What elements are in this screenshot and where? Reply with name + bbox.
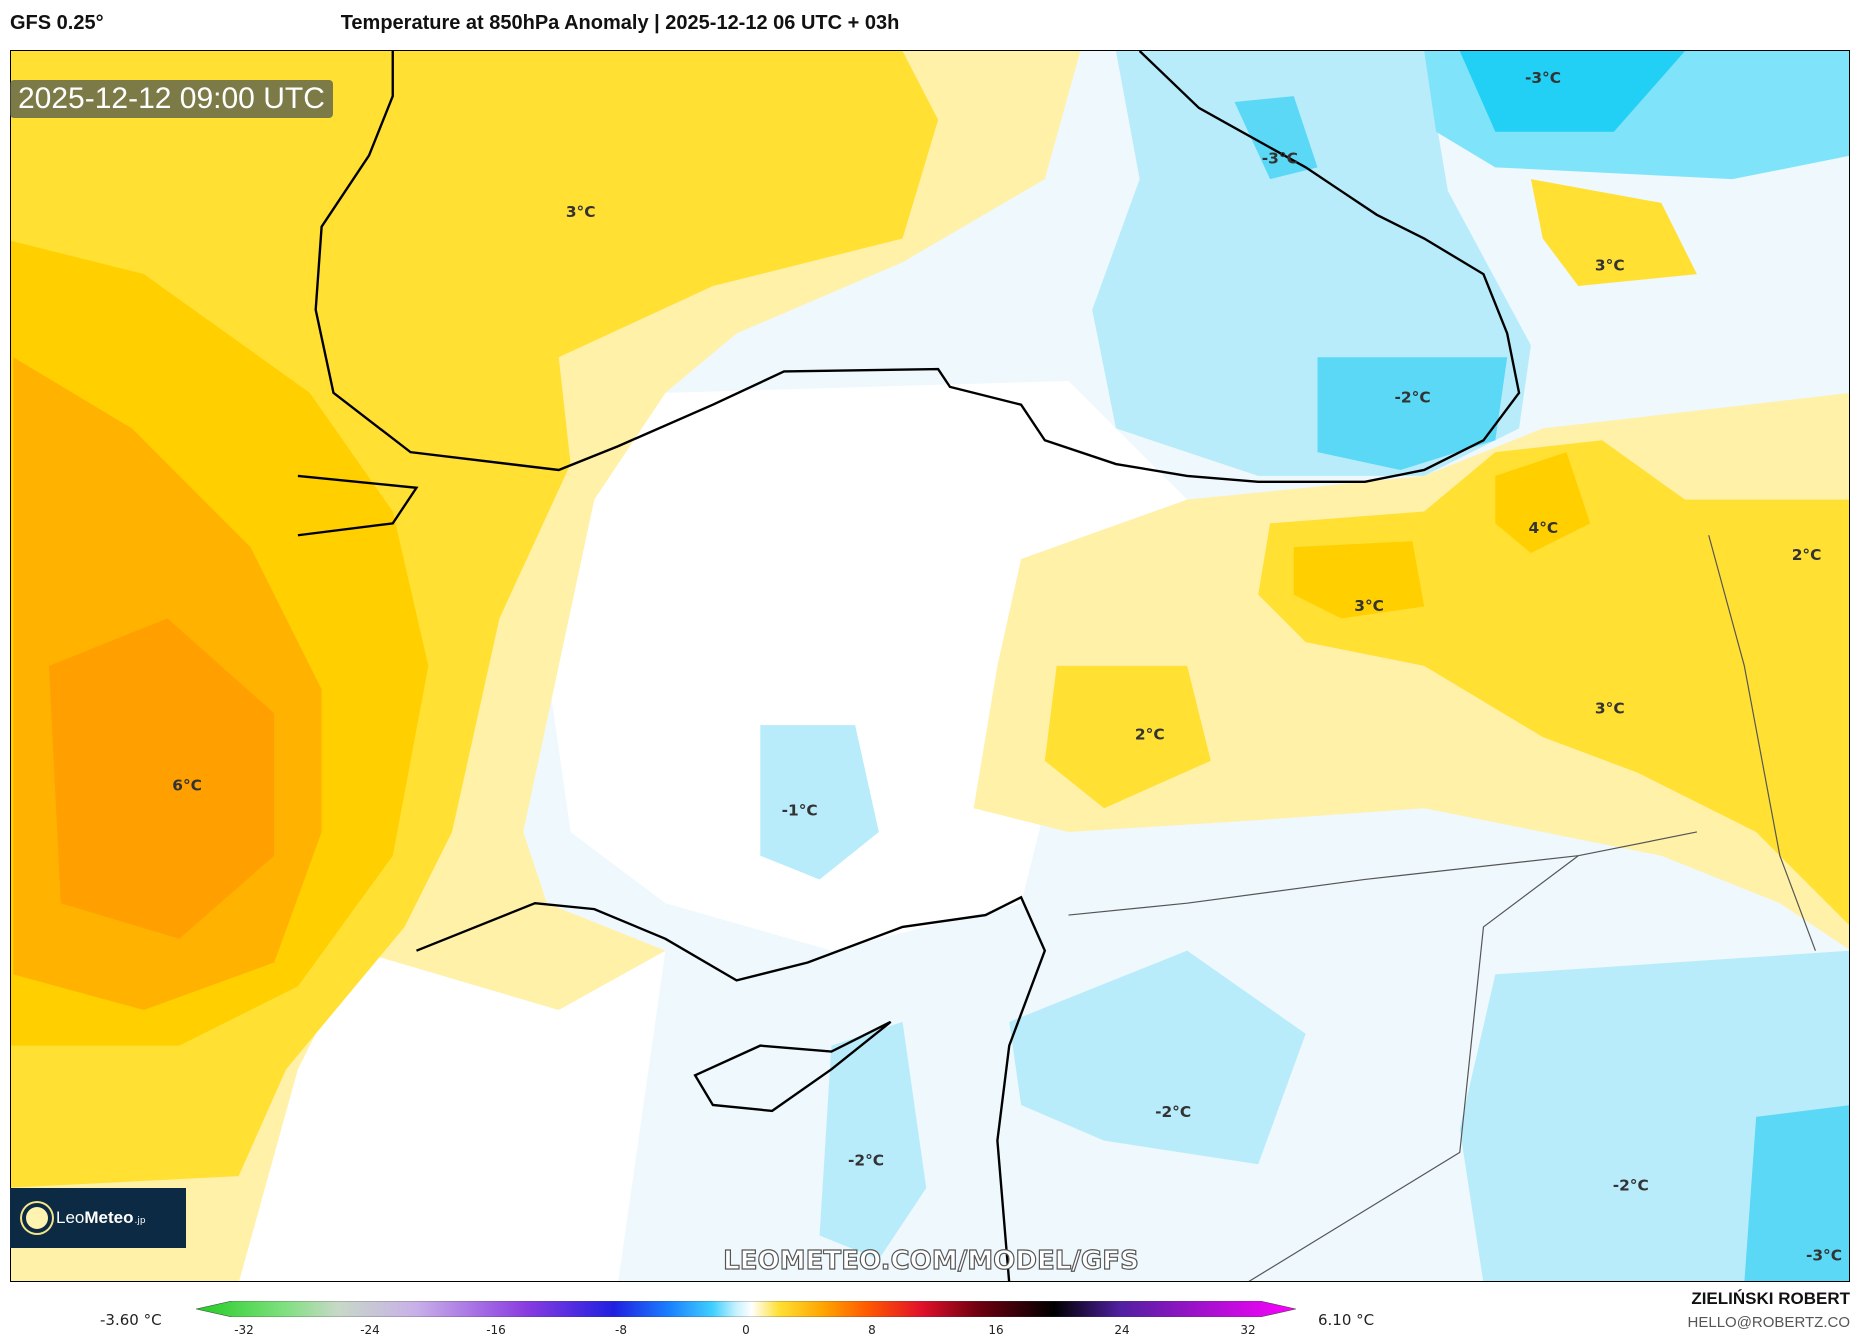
author-name: ZIELIŃSKI ROBERT: [1691, 1289, 1850, 1308]
map-panel[interactable]: 3°C -3°C -3°C 3°C -2°C 4°C 2°C 3°C 3°C 2…: [10, 50, 1850, 1282]
contour-label: 3°C: [1595, 257, 1625, 275]
colorbar-tick: -32: [234, 1323, 254, 1337]
zone-cool-cyprus: [819, 1021, 927, 1260]
contour-label: -2°C: [1613, 1176, 1649, 1194]
colorbar-tick: 16: [988, 1323, 1004, 1337]
zone-cool-syria: [1009, 950, 1306, 1165]
logo-text-meteo: Meteo: [84, 1208, 134, 1227]
zone-warm-4: [48, 618, 275, 939]
colorbar-tick: 32: [1240, 1323, 1256, 1337]
zone-cool-central: [760, 725, 879, 880]
contour-label: -2°C: [848, 1151, 884, 1169]
contour-label: 3°C: [566, 203, 596, 221]
colorbar-tick: -24: [360, 1323, 380, 1337]
contour-labels: 3°C -3°C -3°C 3°C -2°C 4°C 2°C 3°C 3°C 2…: [172, 69, 1842, 1264]
sun-icon: [26, 1207, 48, 1229]
zone-caucasus-warm: [1530, 179, 1697, 287]
contour-label: -1°C: [782, 801, 818, 819]
min-value-label: -3.60 °C: [100, 1311, 162, 1329]
contour-label: 4°C: [1529, 519, 1559, 537]
valid-time-badge: 2025-12-12 09:00 UTC: [10, 80, 333, 118]
zone-cool-iraq-2: [1744, 1105, 1849, 1281]
contour-label: -3°C: [1262, 150, 1298, 168]
colorbar-tick: 8: [868, 1323, 876, 1337]
contour-label: -2°C: [1155, 1103, 1191, 1121]
colorbar-tick: -8: [615, 1323, 627, 1337]
zone-east-warm-2: [1293, 541, 1425, 619]
colorbar-tick: -16: [486, 1323, 506, 1337]
contour-label: 2°C: [1792, 546, 1822, 564]
zone-central-warm: [1044, 665, 1211, 809]
model-name: GFS 0.25°: [10, 12, 104, 34]
zone-cool-2: [1317, 357, 1508, 470]
colorbar-tick: 24: [1114, 1323, 1130, 1337]
zone-cool-3: [1234, 96, 1318, 180]
author-email[interactable]: HELLO@ROBERTZ.CO: [1687, 1314, 1850, 1331]
colorbar: [196, 1301, 1296, 1317]
watermark: LEOMETEO.COM/MODEL/GFS: [723, 1246, 1139, 1276]
leometeo-logo[interactable]: Leo Meteo .jp: [10, 1188, 186, 1248]
chart-title: Temperature at 850hPa Anomaly | 2025-12-…: [340, 12, 900, 34]
contour-label: -3°C: [1806, 1246, 1842, 1264]
colorbar-tick: 0: [742, 1323, 750, 1337]
max-value-label: 6.10 °C: [1318, 1311, 1375, 1329]
zone-cool-ne-2: [1459, 51, 1686, 132]
borders: [1068, 535, 1816, 1281]
logo-text-jp: .jp: [134, 1216, 146, 1226]
contour-label: -3°C: [1525, 69, 1561, 87]
anomaly-map: 3°C -3°C -3°C 3°C -2°C 4°C 2°C 3°C 3°C 2…: [11, 51, 1849, 1281]
logo-text-leo: Leo: [56, 1208, 85, 1227]
contour-label: 3°C: [1354, 597, 1384, 615]
zone-east-warm-3: [1495, 452, 1591, 554]
contour-label: -2°C: [1395, 388, 1431, 406]
coastlines: [297, 51, 1521, 1281]
contour-label: 2°C: [1135, 725, 1165, 743]
contour-label: 3°C: [1595, 699, 1625, 717]
colorbar-gradient: [196, 1301, 1296, 1317]
contour-label: 6°C: [172, 776, 202, 794]
